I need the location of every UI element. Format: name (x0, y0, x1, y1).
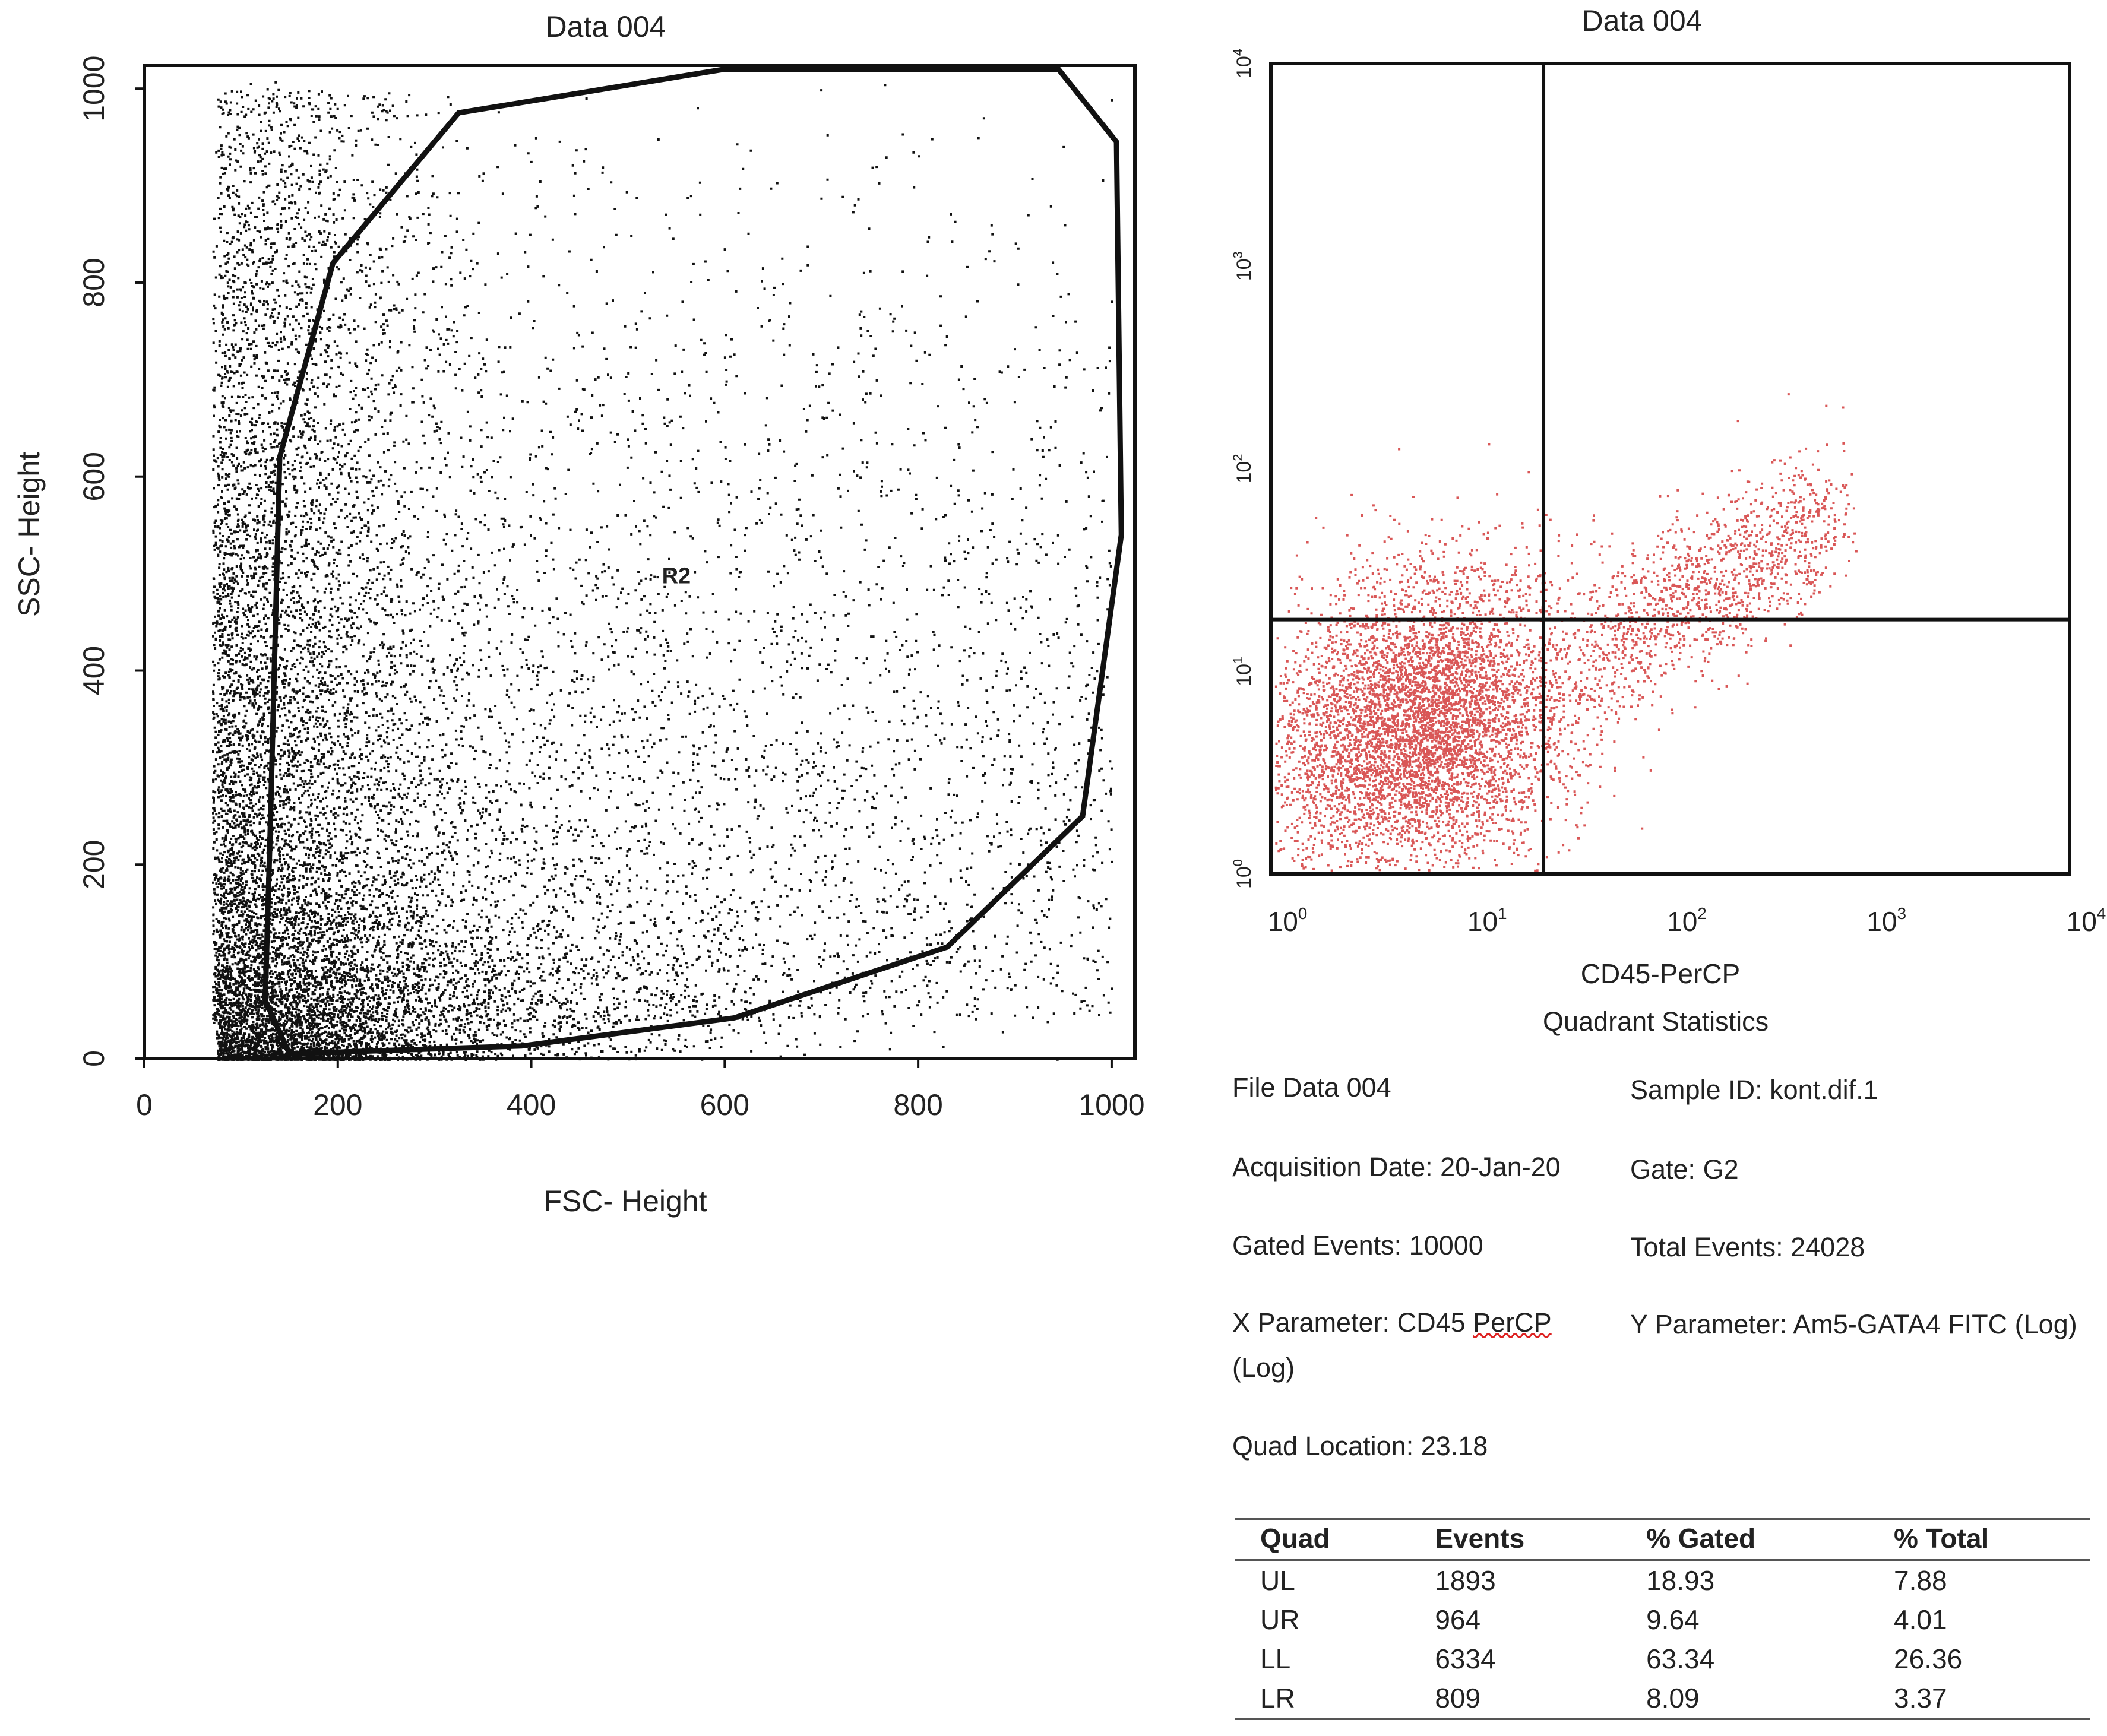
left-scatter-points (212, 81, 1113, 1061)
acquisition-date: Acquisition Date: 20-Jan-20 (1232, 1152, 1561, 1182)
gate-r2-label: R2 (662, 563, 691, 588)
table-row: LL 6334 63.34 26.36 (1235, 1639, 2090, 1678)
left-x-tick-label: 600 (700, 1088, 749, 1122)
cell-quad: LR (1235, 1678, 1410, 1720)
left-y-tick-label: 0 (77, 1050, 110, 1067)
gate-r2-polygon[interactable] (262, 66, 1124, 1057)
right-x-axis-label: CD45-PerCP (1581, 958, 1740, 989)
table-row: UR 964 9.64 4.01 (1235, 1600, 2090, 1639)
right-x-tick-label: 104 (2067, 904, 2106, 937)
table-header-row: Quad Events % Gated % Total (1235, 1518, 2090, 1561)
right-x-tick-label: 102 (1667, 904, 1707, 937)
right-y-tick-label: 102 (1230, 454, 1255, 483)
cell-total: 3.37 (1869, 1678, 2090, 1720)
y-parameter: Y Parameter: Am5-GATA4 FITC (Log) (1630, 1309, 2077, 1339)
left-x-tick-label: 0 (136, 1088, 153, 1122)
right-x-tick-label: 101 (1467, 904, 1507, 937)
file-name: File Data 004 (1232, 1072, 1391, 1103)
right-x-tick-label: 100 (1268, 904, 1308, 937)
right-chart-title: Data 004 (1582, 4, 1703, 37)
left-y-tick-label: 1000 (77, 56, 110, 122)
left-y-axis-label: SSC- Height (12, 452, 46, 617)
cell-gated: 8.09 (1621, 1678, 1869, 1720)
cell-gated: 9.64 (1646, 1604, 1700, 1635)
quad-location: Quad Location: 23.18 (1232, 1431, 1488, 1461)
left-x-tick-label: 1000 (1078, 1088, 1144, 1122)
total-events: Total Events: 24028 (1630, 1232, 1865, 1262)
cell-events: 6334 (1435, 1643, 1496, 1674)
col-total: % Total (1869, 1518, 2090, 1561)
x-parameter: X Parameter: CD45 PerCP (1232, 1307, 1552, 1338)
right-scatter-points (1274, 393, 1858, 872)
col-quad: Quad (1235, 1518, 1410, 1561)
cell-events: 809 (1410, 1678, 1622, 1720)
left-x-tick-label: 800 (893, 1088, 942, 1122)
col-gated: % Gated (1621, 1518, 1869, 1561)
x-parameter-scale: (Log) (1232, 1352, 1295, 1383)
cell-gated: 63.34 (1646, 1643, 1715, 1674)
left-y-tick-label: 800 (77, 258, 110, 307)
right-y-tick-label: 103 (1230, 251, 1255, 281)
right-x-tick-label: 103 (1866, 904, 1906, 937)
cell-gated: 18.93 (1646, 1565, 1715, 1596)
cell-total: 26.36 (1894, 1643, 1963, 1674)
left-y-tick-label: 200 (77, 840, 110, 889)
left-y-tick-label: 400 (77, 646, 110, 695)
left-x-tick-label: 200 (313, 1088, 362, 1122)
col-events: Events (1410, 1518, 1622, 1561)
quadrant-statistics-title: Quadrant Statistics (1543, 1006, 1769, 1037)
cell-events: 1893 (1435, 1565, 1496, 1596)
sample-id: Sample ID: kont.dif.1 (1630, 1075, 1878, 1105)
right-y-tick-label: 100 (1230, 859, 1255, 889)
left-chart-title: Data 004 (546, 10, 666, 43)
cell-total: 7.88 (1894, 1565, 1947, 1596)
right-axis-ticks: 100 101 102 103 104 100 101 102 103 104 (1230, 49, 2106, 937)
x-parameter-text: X Parameter: CD45 (1232, 1307, 1473, 1338)
table-row: UL 1893 18.93 7.88 (1235, 1560, 2090, 1601)
right-plot-frame (1269, 62, 2071, 876)
left-y-tick-label: 600 (77, 452, 110, 501)
left-x-tick-label: 400 (507, 1088, 556, 1122)
left-scatter-dots (212, 81, 1113, 1061)
right-y-tick-label: 104 (1230, 49, 1255, 78)
cell-quad: LL (1260, 1643, 1291, 1674)
quadrant-stats-table: Quad Events % Gated % Total UL 1893 18.9… (1235, 1518, 2090, 1720)
table-row: LR 809 8.09 3.37 (1235, 1678, 2090, 1720)
x-parameter-spellcheck-word: PerCP (1473, 1307, 1552, 1338)
cell-total: 4.01 (1894, 1604, 1947, 1635)
left-plot-frame (143, 64, 1137, 1060)
quadrant-lines[interactable] (1271, 64, 2070, 874)
left-x-axis-label: FSC- Height (543, 1184, 707, 1218)
cell-quad: UL (1260, 1565, 1295, 1596)
left-axis-ticks: 0 200 400 600 800 1000 0 200 400 600 800 1000 (77, 56, 1145, 1122)
gated-events: Gated Events: 10000 (1232, 1230, 1483, 1260)
cell-quad: UR (1260, 1604, 1300, 1635)
cell-events: 964 (1435, 1604, 1481, 1635)
right-scatter-dots (1274, 393, 1858, 872)
right-y-tick-label: 101 (1230, 657, 1255, 686)
gate-name: Gate: G2 (1630, 1154, 1739, 1184)
